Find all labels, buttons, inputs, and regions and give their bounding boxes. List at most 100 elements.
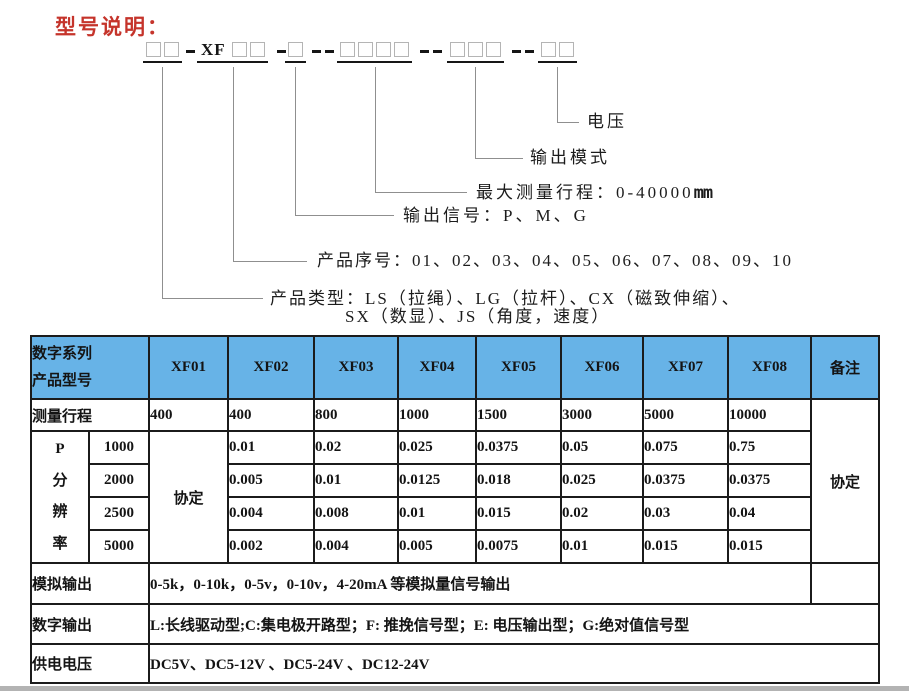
model-separator-dash (525, 50, 534, 53)
resolution-axis-char: 率 (52, 535, 68, 552)
travel-value: 1000 (397, 398, 478, 432)
resolution-axis-char: 辨 (52, 504, 68, 521)
power-supply-value: DC5V、DC5-12V 、DC5-24V 、DC12-24V (148, 643, 881, 684)
resolution-value: 0.75 (727, 430, 813, 465)
resolution-value: 0.01 (313, 463, 400, 498)
resolution-axis-char: 分 (52, 472, 68, 489)
resolution-value: 0.025 (397, 430, 478, 465)
model-digit-box (486, 42, 501, 57)
travel-value: 10000 (727, 398, 813, 432)
resolution-row: P 分 辨 率 1000 协定 0.01 0.02 0.025 0.0375 0… (30, 430, 879, 564)
resolution-value: 0.04 (727, 496, 813, 531)
model-digit-box (340, 42, 355, 57)
header-remark-cell: 备注 (810, 335, 881, 400)
callout-max-travel-unit: mm (693, 183, 714, 203)
resolution-value: 0.015 (475, 496, 563, 531)
analog-output-label: 模拟输出 (29, 562, 151, 605)
resolution-value: 0.03 (642, 496, 730, 531)
model-separator-dash (325, 50, 334, 53)
model-digit-box (288, 42, 303, 57)
resolution-value: 0.015 (642, 529, 730, 564)
resolution-value: 0.004 (313, 529, 400, 564)
travel-label: 测量行程 (29, 398, 151, 432)
header-series-cell: 数字系列 产品型号 (29, 335, 151, 400)
header-model-cell: XF04 (397, 335, 478, 400)
connector-output-mode (475, 67, 523, 159)
header-model-cell: XF08 (727, 335, 813, 400)
xf01-agreement-cell: 协定 (148, 430, 230, 564)
resolution-value: 0.075 (642, 430, 730, 465)
model-group-max-travel (337, 42, 412, 63)
model-separator-dash (433, 50, 442, 53)
header-model-cell: XF03 (313, 335, 400, 400)
resolution-value: 0.0125 (397, 463, 478, 498)
resolution-axis-cell: P 分 辨 率 (30, 430, 90, 564)
model-group-voltage (538, 42, 577, 63)
callout-product-type-line1: 产品类型：LS（拉绳）、LG（拉杆）、CX（磁致伸缩）、 (270, 289, 741, 308)
travel-value: 800 (313, 398, 400, 432)
resolution-value: 0.005 (227, 463, 316, 498)
model-digit-box (164, 42, 179, 57)
model-group-output-mode (447, 42, 504, 63)
travel-value: 5000 (642, 398, 730, 432)
resolution-row: 5000 0.002 0.004 0.005 0.0075 0.01 0.015… (31, 529, 879, 564)
model-digit-box (450, 42, 465, 57)
header-model-cell: XF07 (642, 335, 730, 400)
resolution-value: 0.01 (560, 529, 645, 564)
resolution-value: 0.0375 (727, 463, 813, 498)
resolution-row: 2000 0.005 0.01 0.0125 0.018 0.025 0.037… (31, 463, 879, 498)
callout-product-serial: 产品序号：01、02、03、04、05、06、07、08、09、10 (317, 251, 793, 270)
model-separator-dash (277, 50, 286, 53)
header-model-cell: XF01 (148, 335, 230, 400)
model-digit-box (394, 42, 409, 57)
model-digit-box (376, 42, 391, 57)
resolution-value: 0.0375 (475, 430, 563, 465)
resolution-value: 0.0375 (642, 463, 730, 498)
header-model-cell: XF02 (227, 335, 316, 400)
resolution-freq: 2000 (87, 463, 151, 498)
resolution-freq: 5000 (87, 529, 151, 564)
header-model-cell: XF06 (560, 335, 645, 400)
model-prefix: XF (201, 40, 226, 59)
table-header-row: 数字系列 产品型号 XF01 XF02 XF03 XF04 XF05 XF06 … (29, 335, 881, 400)
model-digit-box (559, 42, 574, 57)
resolution-value: 0.015 (727, 529, 813, 564)
callout-output-signal: 输出信号：P、M、G (403, 206, 589, 225)
connector-product-serial (233, 67, 307, 262)
resolution-value: 0.005 (397, 529, 478, 564)
connector-max-travel (375, 67, 467, 193)
page-edge-band (0, 686, 909, 691)
resolution-row: 2500 0.004 0.008 0.01 0.015 0.02 0.03 0.… (31, 496, 879, 531)
callout-max-travel-text: 最大测量行程：0-40000 (476, 183, 694, 202)
resolution-value: 0.01 (397, 496, 478, 531)
resolution-value: 0.004 (227, 496, 316, 531)
travel-row: 测量行程 400 400 800 1000 1500 3000 5000 100… (29, 398, 881, 564)
power-supply-label: 供电电压 (29, 643, 151, 684)
travel-value: 1500 (475, 398, 563, 432)
travel-value: 3000 (560, 398, 645, 432)
header-series-line1: 数字系列 (32, 345, 93, 362)
resolution-axis-stack: P 分 辨 率 (33, 434, 87, 560)
header-model-cell: XF05 (475, 335, 563, 400)
analog-output-value: 0-5k，0-10k，0-5v，0-10v，4-20mA 等模拟量信号输出 (148, 562, 813, 605)
spec-table: 数字系列 产品型号 XF01 XF02 XF03 XF04 XF05 XF06 … (29, 335, 881, 684)
resolution-value: 0.002 (227, 529, 316, 564)
page-title: 型号说明： (55, 16, 170, 39)
resolution-value: 0.02 (560, 496, 645, 531)
model-group-output-signal (285, 42, 306, 63)
model-digit-box (541, 42, 556, 57)
remark-empty-cell (810, 562, 881, 605)
connector-output-signal (295, 67, 394, 216)
digital-output-label: 数字输出 (29, 603, 151, 645)
callout-voltage: 电压 (587, 112, 627, 131)
resolution-value: 0.01 (227, 430, 316, 465)
resolution-value: 0.02 (313, 430, 400, 465)
resolution-value: 0.05 (560, 430, 645, 465)
travel-value: 400 (148, 398, 230, 432)
model-separator-dash (512, 50, 521, 53)
header-series-line2: 产品型号 (32, 372, 93, 389)
model-separator-dash (420, 50, 429, 53)
travel-value: 400 (227, 398, 316, 432)
model-digit-box (249, 42, 265, 57)
